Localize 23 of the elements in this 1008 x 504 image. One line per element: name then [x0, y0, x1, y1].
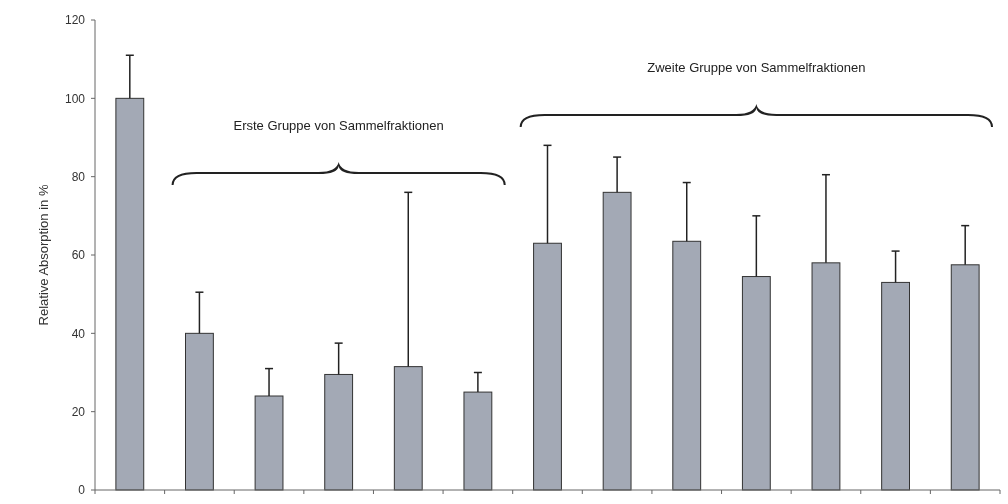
bar	[881, 281, 910, 491]
annotation: Zweite Gruppe von Sammelfraktionen	[647, 60, 866, 75]
bar	[463, 391, 493, 491]
y-tick-label: 20	[71, 404, 86, 419]
bar	[672, 240, 702, 491]
bar	[602, 191, 632, 491]
bar	[115, 97, 145, 491]
bar	[324, 373, 354, 491]
y-tick-label: 80	[71, 169, 86, 184]
y-tick-label: 120	[64, 13, 86, 28]
y-tick-label: 60	[71, 248, 86, 263]
bar	[533, 242, 562, 491]
bar	[811, 262, 841, 491]
bar	[254, 395, 284, 491]
bar	[950, 264, 980, 491]
y-tick-label: 0	[78, 483, 86, 498]
y-tick-label: 100	[64, 91, 86, 106]
y-tick-label: 40	[71, 326, 86, 341]
y-axis-title: Relative Absorption in %	[36, 184, 51, 326]
bar	[185, 332, 214, 491]
annotation: Erste Gruppe von Sammelfraktionen	[233, 118, 444, 133]
bar	[393, 366, 423, 491]
bar	[741, 276, 771, 491]
